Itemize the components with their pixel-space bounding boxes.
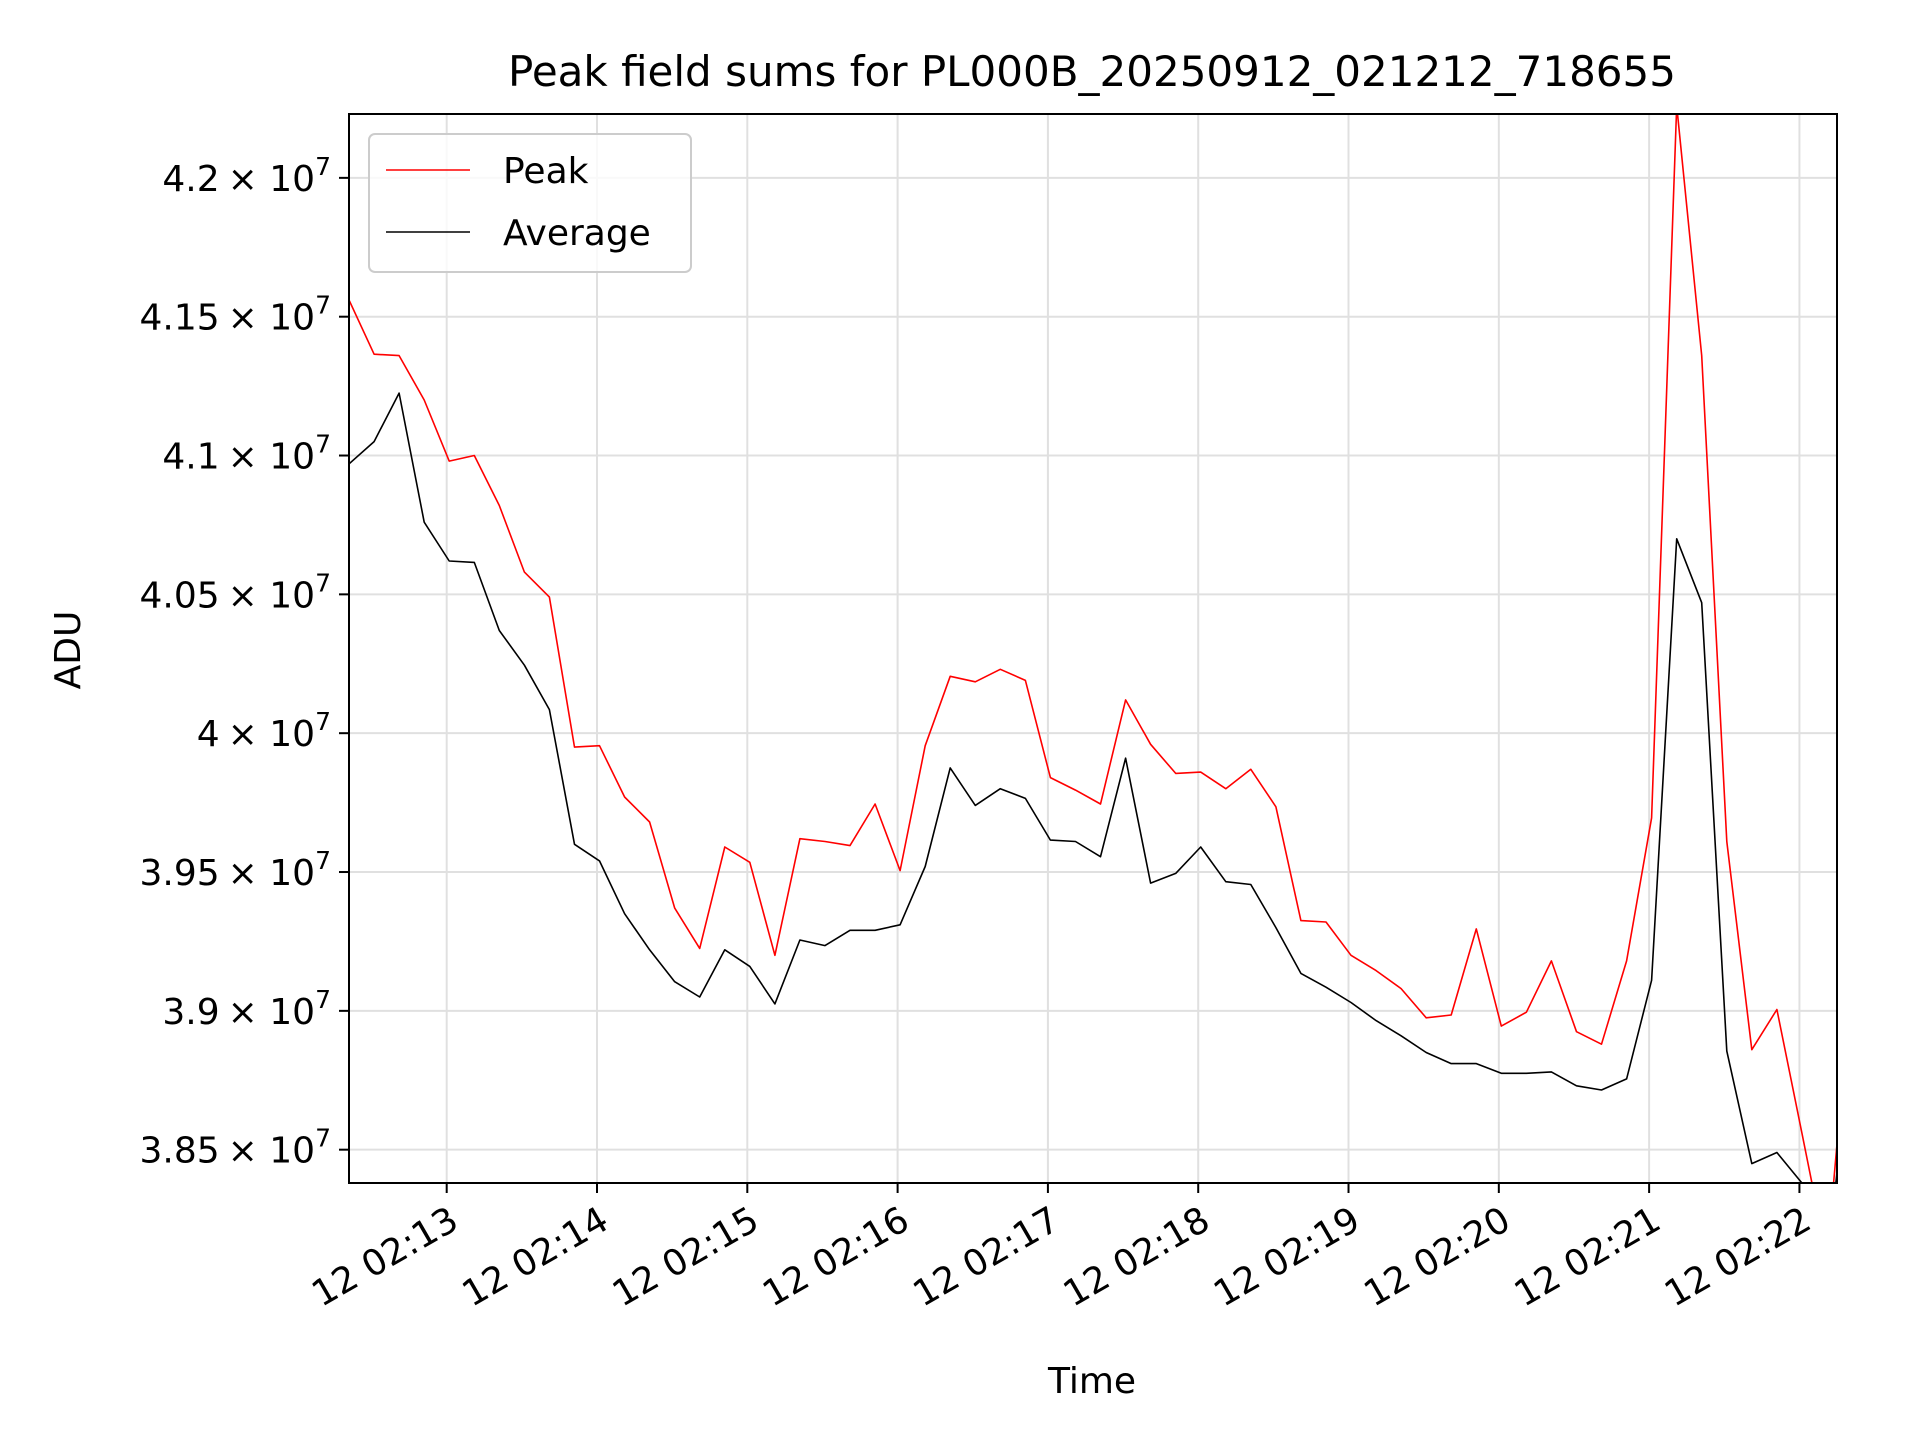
y-tick-label: 4.2 × 107 bbox=[162, 152, 331, 200]
y-tick-label: 4 × 107 bbox=[197, 707, 331, 755]
y-tick-label: 4.1 × 107 bbox=[162, 430, 331, 478]
y-tick-exponent: 7 bbox=[315, 152, 331, 181]
y-tick-mantissa: 3.85 bbox=[140, 1131, 220, 1172]
y-tick-exponent: 7 bbox=[315, 707, 331, 736]
y-tick-mantissa: 3.95 bbox=[140, 853, 220, 894]
y-tick-exponent: 7 bbox=[315, 985, 331, 1014]
y-axis-label: ADU bbox=[48, 611, 89, 690]
y-tick-mantissa: 3.9 bbox=[162, 992, 219, 1033]
grid bbox=[349, 114, 1837, 1183]
legend-average-label: Average bbox=[503, 213, 651, 254]
legend-peak-label: Peak bbox=[503, 151, 589, 192]
x-axis-label: Time bbox=[1047, 1361, 1136, 1402]
y-tick-times-ten: × 10 bbox=[228, 992, 315, 1033]
y-tick-exponent: 7 bbox=[315, 430, 331, 459]
legend: Peak Average bbox=[368, 133, 692, 273]
series-line-peak bbox=[349, 114, 1837, 1183]
chart-title: Peak field sums for PL000B_20250912_0212… bbox=[508, 47, 1676, 96]
y-tick-mantissa: 4.05 bbox=[140, 575, 220, 616]
y-tick-times-ten: × 10 bbox=[228, 575, 315, 616]
y-tick-exponent: 7 bbox=[315, 846, 331, 875]
y-tick-exponent: 7 bbox=[315, 568, 331, 597]
y-tick-mantissa: 4 bbox=[197, 714, 220, 755]
y-tick-mantissa: 4.1 bbox=[162, 437, 219, 478]
series-line-average bbox=[349, 392, 1837, 1183]
y-tick-times-ten: × 10 bbox=[228, 159, 315, 200]
y-tick-times-ten: × 10 bbox=[228, 298, 315, 339]
y-tick-label: 3.85 × 107 bbox=[140, 1124, 331, 1172]
y-tick-label: 3.9 × 107 bbox=[162, 985, 331, 1033]
y-tick-exponent: 7 bbox=[315, 1124, 331, 1153]
y-tick-times-ten: × 10 bbox=[228, 853, 315, 894]
plot-frame bbox=[348, 113, 1838, 1184]
y-tick-times-ten: × 10 bbox=[228, 714, 315, 755]
y-tick-label: 3.95 × 107 bbox=[140, 846, 331, 894]
y-tick-times-ten: × 10 bbox=[228, 437, 315, 478]
y-tick-exponent: 7 bbox=[315, 291, 331, 320]
legend-box bbox=[368, 133, 692, 273]
y-tick-times-ten: × 10 bbox=[228, 1131, 315, 1172]
series-lines bbox=[349, 114, 1837, 1183]
y-tick-label: 4.15 × 107 bbox=[140, 291, 331, 339]
y-tick-label: 4.05 × 107 bbox=[140, 568, 331, 616]
y-tick-mantissa: 4.2 bbox=[162, 159, 219, 200]
y-tick-mantissa: 4.15 bbox=[140, 298, 220, 339]
